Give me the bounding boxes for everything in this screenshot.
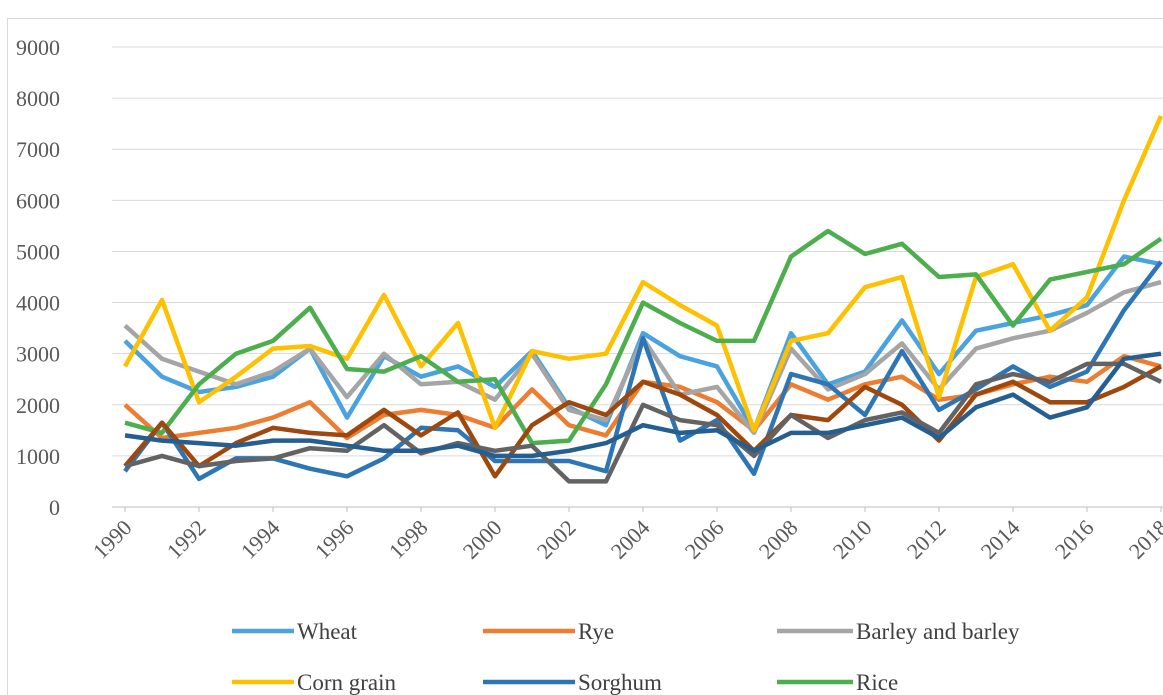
x-tick-label: 2004 [606, 515, 655, 564]
x-tick-label: 1994 [236, 515, 285, 564]
series-line [124, 351, 1162, 459]
x-tick-label: 1990 [88, 515, 137, 564]
legend-label: Rice [856, 670, 898, 695]
legend-label: Barley and barley [856, 619, 1020, 644]
x-tick-label: 2014 [976, 515, 1025, 564]
y-tick-label: 1000 [16, 444, 60, 469]
legend-label: Rye [578, 619, 614, 644]
x-tick-label: 2012 [902, 515, 951, 564]
chart-border [7, 18, 1163, 695]
x-tick-label: 2018 [1124, 515, 1163, 564]
series-line [123, 364, 1163, 479]
y-tick-label: 4000 [16, 291, 60, 316]
x-tick-label: 1998 [384, 515, 433, 564]
y-tick-label: 5000 [16, 239, 60, 264]
x-tick-label: 2002 [532, 515, 581, 564]
y-tick-label: 6000 [16, 188, 60, 213]
y-tick-label: 9000 [16, 35, 60, 60]
y-tick-label: 8000 [16, 86, 60, 111]
y-tick-label: 2000 [16, 393, 60, 418]
x-tick-label: 2010 [828, 515, 877, 564]
x-tick-label: 2008 [754, 515, 803, 564]
y-tick-label: 7000 [16, 137, 60, 162]
series-line [124, 361, 1162, 484]
lines [123, 115, 1163, 484]
x-tick-label: 1992 [162, 515, 211, 564]
legend-label: Sorghum [578, 670, 662, 695]
grid: 0 1000 2000 3000 4000 5000 6000 7000 8000 9000 199… [16, 35, 1163, 564]
x-tick-label: 1996 [310, 515, 359, 564]
x-tick-label: 2016 [1050, 515, 1099, 564]
legend-label: Corn grain [297, 670, 397, 695]
legend-label: Wheat [297, 619, 358, 644]
y-tick-label: 3000 [16, 342, 60, 367]
series-line [123, 115, 1163, 433]
y-tick-label: 0 [49, 495, 60, 520]
x-tick-label: 2000 [458, 515, 507, 564]
legend: Wheat Rye Barley and barley Corn grain Sorgh… [232, 619, 1020, 695]
x-tick-label: 2006 [680, 515, 729, 564]
series-line [124, 228, 1163, 446]
